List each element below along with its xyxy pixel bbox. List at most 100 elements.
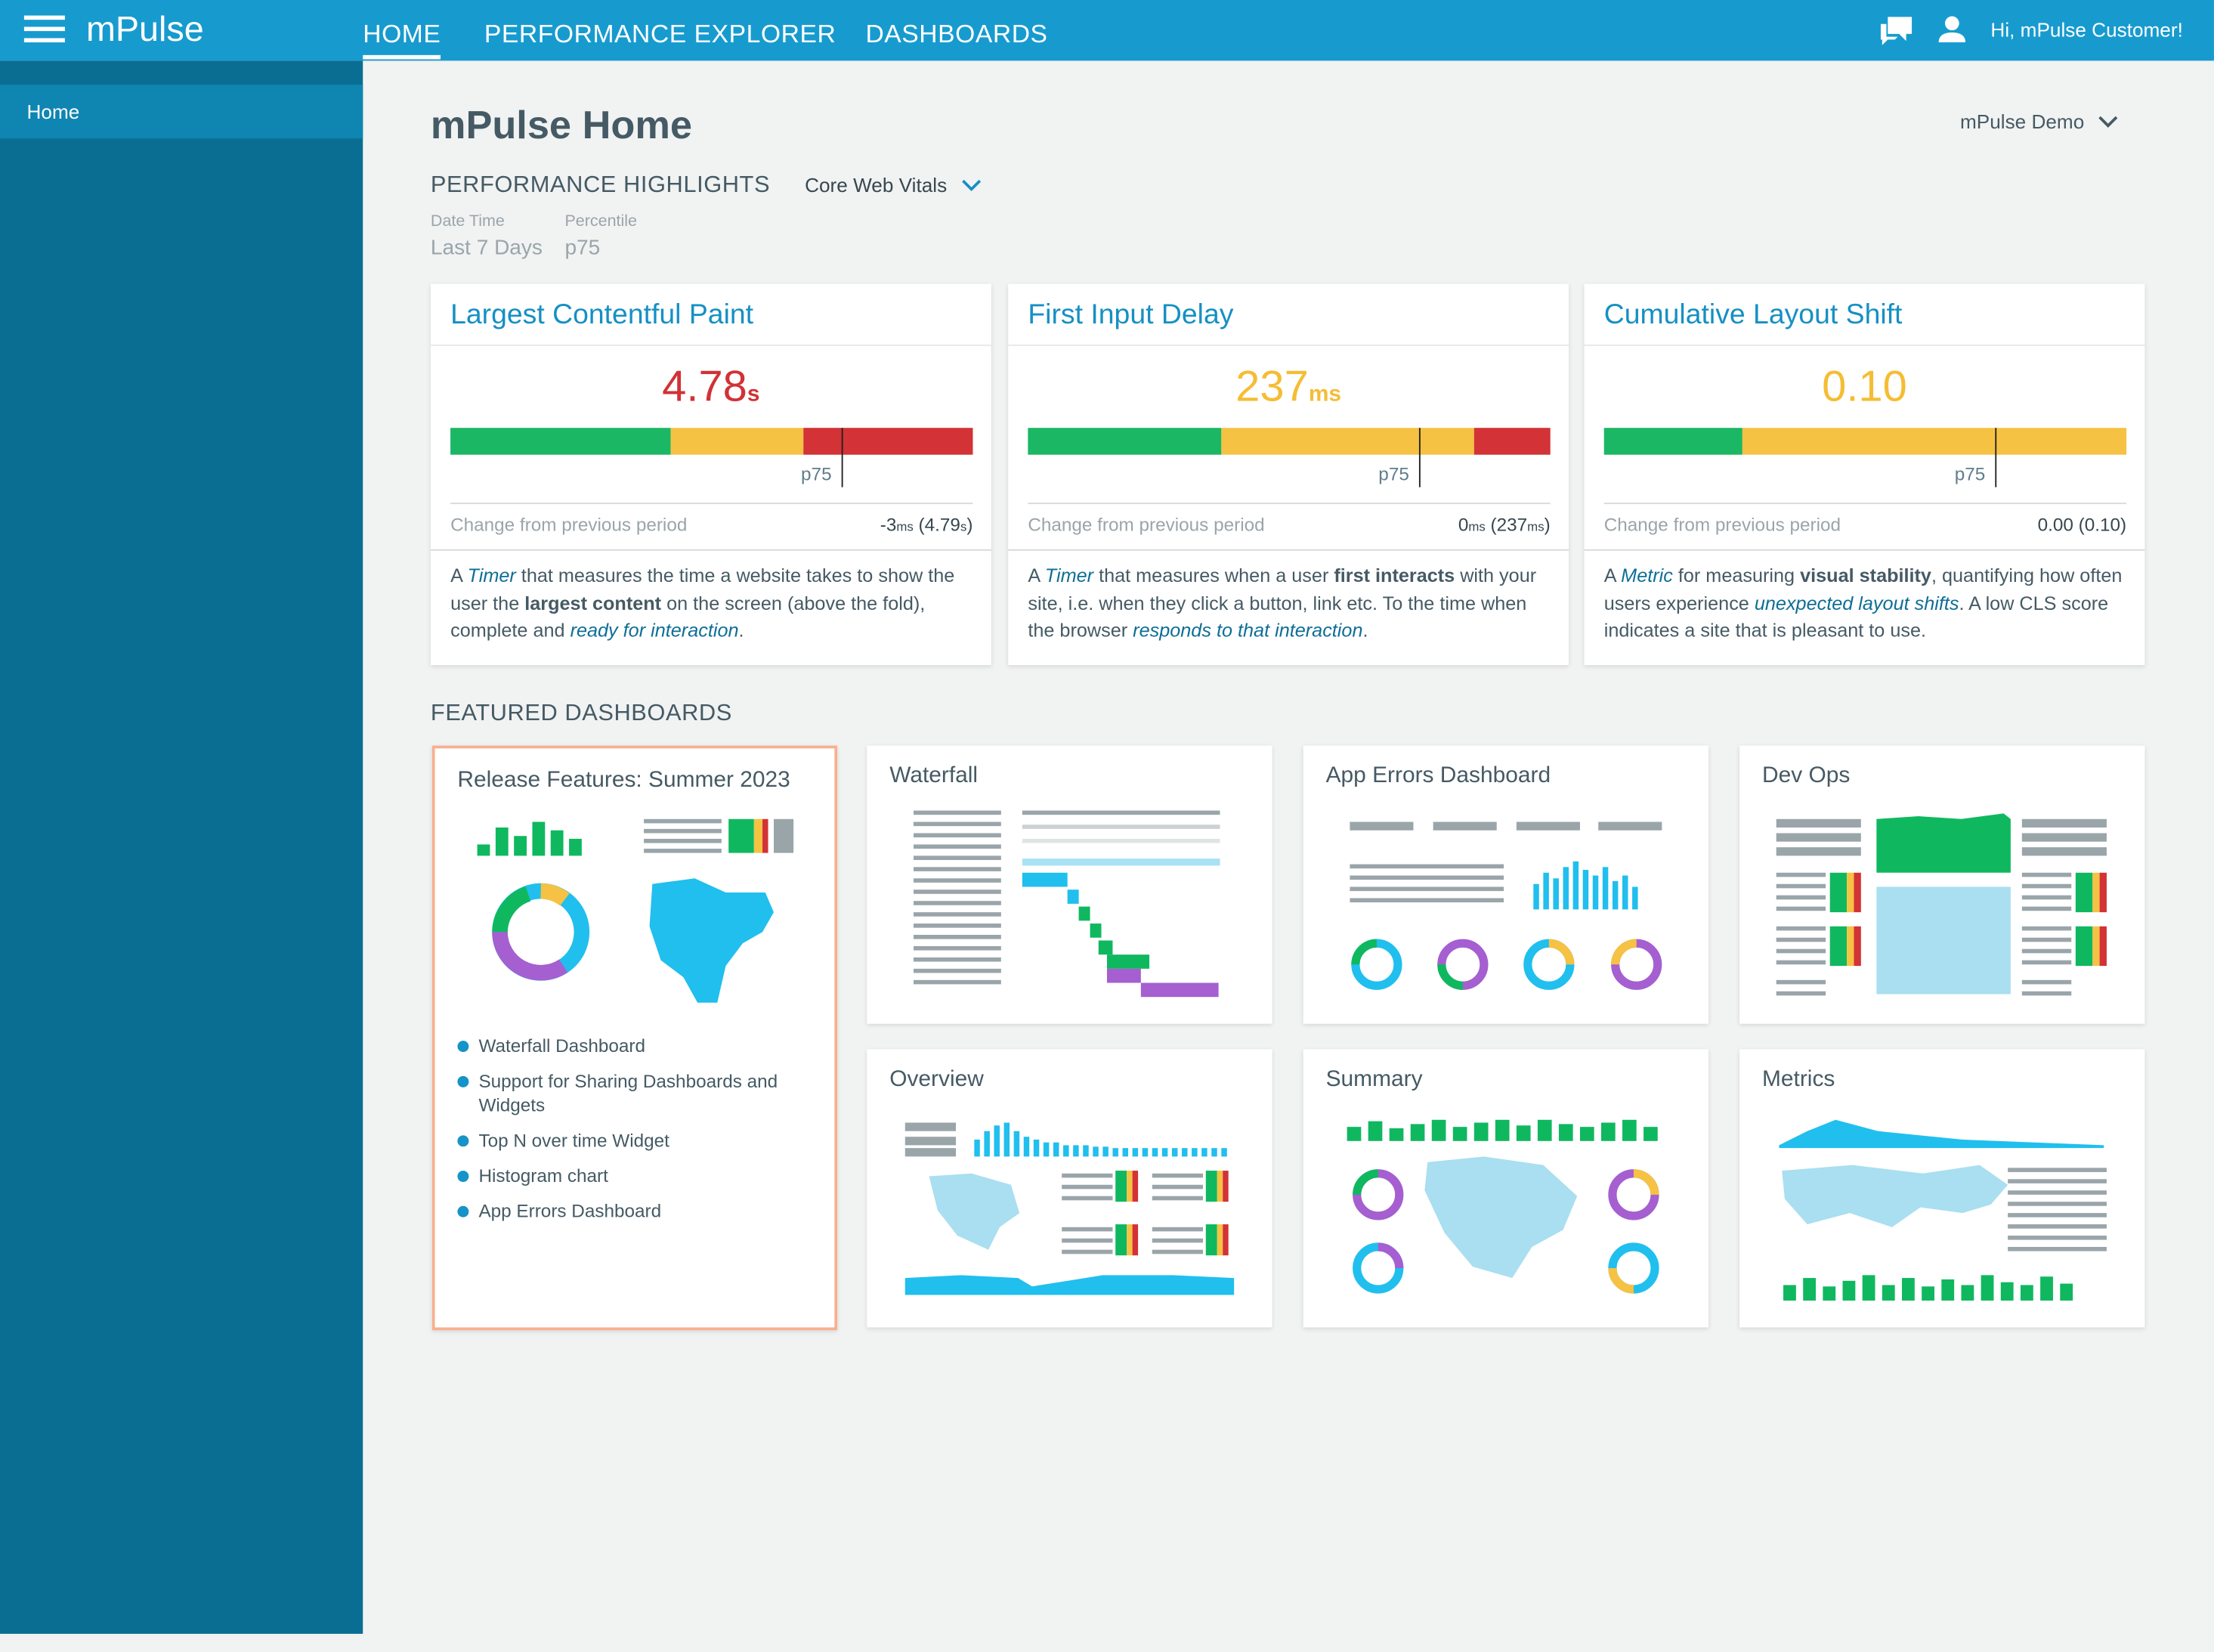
gauge-poor <box>803 428 973 455</box>
user-icon[interactable] <box>1938 16 1966 44</box>
metric-card: First Input Delay 237ms p75 Change from … <box>1008 283 1569 666</box>
text-segment: (4.79 <box>913 514 960 536</box>
feature-item: App Errors Dashboard <box>457 1199 810 1223</box>
account-selector[interactable]: mPulse Demo <box>1960 110 2118 133</box>
p75-marker <box>841 428 843 487</box>
header: mPulse HOME PERFORMANCE EXPLORER DASHBOA… <box>0 0 2214 61</box>
release-card[interactable]: Release Features: Summer 2023 Waterfall … <box>431 745 838 1331</box>
text-segment: A <box>1603 565 1622 586</box>
text-segment: responds to that interaction <box>1133 620 1363 642</box>
text-segment: , quantifying how often users experience <box>1603 565 2123 614</box>
text-segment: on the screen (above the fold), complete… <box>450 592 926 642</box>
text-segment: s <box>960 519 967 534</box>
page-title: mPulse Home <box>430 103 692 147</box>
text-segment: ) <box>1544 514 1551 536</box>
divider <box>1584 344 2145 346</box>
text-segment: that measures when a user <box>1093 565 1334 586</box>
text-segment: Timer <box>1044 565 1094 586</box>
change-value: 0ms (237ms) <box>1458 514 1551 535</box>
filter-label: Date Time <box>430 213 505 230</box>
divider <box>1028 503 1551 505</box>
card-title: Release Features: Summer 2023 <box>457 768 790 793</box>
text-segment: ) <box>966 514 973 536</box>
menu-icon[interactable] <box>23 15 65 44</box>
p75-marker <box>1418 428 1421 487</box>
text-segment: unexpected layout shifts <box>1754 592 1959 614</box>
text-segment: largest content <box>524 592 662 614</box>
change-label: Change from previous period <box>450 514 688 536</box>
chevron <box>2098 116 2118 128</box>
text-segment: ms <box>896 519 914 534</box>
selector-label: Core Web Vitals <box>805 173 948 196</box>
bottom-strip <box>0 1633 2214 1652</box>
divider <box>1584 549 2145 551</box>
feature-item: Top N over time Widget <box>457 1128 810 1152</box>
dashboard-card[interactable]: Overview <box>867 1049 1272 1328</box>
text-segment: Timer <box>467 565 516 586</box>
gauge-medium <box>1742 428 2127 455</box>
marker-label: p75 <box>801 462 832 484</box>
card-title: Summary <box>1325 1067 1423 1092</box>
text-segment: that measures the time a website takes t… <box>450 565 955 614</box>
vitals-selector[interactable]: Core Web Vitals <box>805 174 981 196</box>
divider <box>1008 549 1569 551</box>
value: 237 <box>1235 361 1309 411</box>
divider <box>1603 503 2127 505</box>
text-segment: first interacts <box>1334 565 1455 586</box>
text-segment: 0.00 (0.10) <box>2037 514 2127 536</box>
card-title: Metrics <box>1762 1067 1835 1092</box>
text-segment: Metric <box>1621 565 1673 586</box>
change-value: -3ms (4.79s) <box>880 514 973 535</box>
summary-illustration <box>1347 1119 1659 1294</box>
nav-item[interactable]: DASHBOARDS <box>865 20 1048 48</box>
text-segment: A <box>1028 565 1045 586</box>
gauge-medium <box>1221 428 1474 455</box>
card-title: Waterfall <box>889 763 979 788</box>
card-title: Overview <box>889 1067 984 1092</box>
chevron <box>961 179 981 192</box>
dashboard-card[interactable]: Waterfall <box>867 745 1272 1024</box>
overview-illustration <box>904 1122 1235 1295</box>
nav-item[interactable]: HOME <box>363 20 441 60</box>
user-greeting[interactable]: Hi, mPulse Customer! <box>1990 18 2183 42</box>
feature-item: Histogram chart <box>457 1164 810 1188</box>
metric-value: 0.10 <box>1585 361 2145 412</box>
text-segment: visual stability <box>1800 565 1931 586</box>
unit: ms <box>1308 382 1342 407</box>
text-segment: ms <box>1468 519 1486 534</box>
metric-title: Largest Contentful Paint <box>450 299 754 331</box>
divider <box>1008 344 1569 346</box>
text-segment: . <box>1362 620 1368 642</box>
text-segment: A <box>450 565 468 586</box>
metric-title: Cumulative Layout Shift <box>1603 299 1903 331</box>
feature-item: Support for Sharing Dashboards and Widge… <box>457 1069 810 1118</box>
release-illustration <box>477 818 794 1003</box>
value: 0.10 <box>1822 361 1907 411</box>
dashboard-card[interactable]: App Errors Dashboard <box>1303 745 1709 1024</box>
text-segment: for measuring <box>1672 565 1801 586</box>
divider <box>450 503 973 505</box>
nav-item[interactable]: PERFORMANCE EXPLORER <box>484 20 836 48</box>
marker-label: p75 <box>1378 462 1409 484</box>
dashboard-card[interactable]: Dev Ops <box>1739 745 2145 1024</box>
marker-label: p75 <box>1954 462 1986 484</box>
section-title: PERFORMANCE HIGHLIGHTS <box>430 172 771 198</box>
text-segment: (237 <box>1485 514 1528 536</box>
dashboard-card[interactable]: Summary <box>1303 1049 1709 1328</box>
p75-marker <box>1995 428 1997 487</box>
sidebar-item[interactable]: Home <box>0 85 363 139</box>
metric-description: A Metric for measuring visual stability,… <box>1604 562 2129 645</box>
unit: s <box>747 382 760 407</box>
dashboard-card[interactable]: Metrics <box>1739 1049 2145 1328</box>
metric-value: 237ms <box>1008 361 1569 412</box>
metric-title: First Input Delay <box>1028 299 1234 331</box>
change-value: 0.00 (0.10) <box>2038 514 2126 535</box>
text-segment: ready for interaction <box>570 620 739 642</box>
gauge-good <box>1028 428 1222 455</box>
chat-icon[interactable] <box>1879 14 1915 48</box>
card-title: Dev Ops <box>1762 763 1851 788</box>
text-segment: . A low CLS score indicates a site that … <box>1603 592 2109 642</box>
